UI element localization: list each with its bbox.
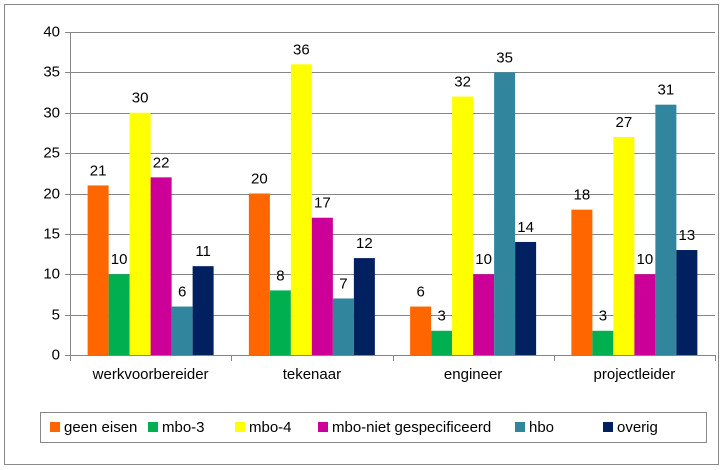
bar <box>87 185 109 355</box>
bar <box>676 250 698 355</box>
data-label: 6 <box>416 284 424 301</box>
x-tick-label: tekenaar <box>283 366 341 383</box>
bar <box>634 274 656 355</box>
data-label: 20 <box>251 170 268 187</box>
data-label: 18 <box>574 187 591 204</box>
bar <box>452 96 474 355</box>
data-label: 10 <box>111 251 128 268</box>
legend-swatch <box>50 422 60 432</box>
bar <box>269 290 291 355</box>
data-label: 17 <box>314 195 331 212</box>
data-label: 11 <box>195 243 211 260</box>
bar <box>150 177 172 355</box>
y-tick-label: 35 <box>43 63 60 80</box>
y-tick-label: 0 <box>52 346 60 363</box>
data-label: 31 <box>658 82 675 99</box>
y-tick-label: 10 <box>43 265 60 282</box>
data-label: 3 <box>437 308 445 325</box>
bar <box>332 298 354 355</box>
bar <box>290 64 312 356</box>
y-tick-label: 15 <box>43 225 60 242</box>
data-label: 12 <box>356 235 373 252</box>
legend-swatch <box>235 422 245 432</box>
data-label: 14 <box>517 219 534 236</box>
data-label: 8 <box>276 267 284 284</box>
data-label: 6 <box>178 284 186 301</box>
data-label: 27 <box>616 114 633 131</box>
data-label: 7 <box>339 275 347 292</box>
data-label: 22 <box>153 154 170 171</box>
data-label: 10 <box>637 251 654 268</box>
data-label: 36 <box>293 41 310 58</box>
y-tick-label: 20 <box>43 185 60 202</box>
y-tick-label: 25 <box>43 144 60 161</box>
bar <box>515 241 537 355</box>
bar <box>592 330 614 355</box>
legend-swatch <box>603 422 613 432</box>
legend-label: mbo-4 <box>249 419 292 436</box>
bar <box>613 136 635 355</box>
data-label: 32 <box>454 74 471 91</box>
x-tick-label: engineer <box>444 366 502 383</box>
x-tick-label: werkvoorbereider <box>92 366 209 383</box>
bar <box>410 306 432 355</box>
bar <box>494 72 516 355</box>
bar <box>655 104 677 355</box>
data-label: 3 <box>599 308 607 325</box>
data-label: 13 <box>679 227 696 244</box>
bar <box>192 266 214 355</box>
legend-swatch <box>318 422 328 432</box>
data-label: 21 <box>90 162 107 179</box>
y-tick-label: 40 <box>43 23 60 40</box>
legend-label: overig <box>617 419 658 436</box>
bar <box>353 258 375 355</box>
bar <box>108 274 130 355</box>
bar <box>431 330 453 355</box>
legend-swatch <box>515 422 525 432</box>
bar <box>171 306 193 355</box>
bar <box>311 217 333 355</box>
data-label: 10 <box>475 251 492 268</box>
legend-label: geen eisen <box>64 419 137 436</box>
data-label: 30 <box>132 90 149 107</box>
legend-swatch <box>148 422 158 432</box>
legend-label: mbo-3 <box>162 419 205 436</box>
bar <box>571 209 593 355</box>
legend-label: mbo-niet gespecificeerd <box>332 419 491 436</box>
bar <box>248 193 270 355</box>
y-tick-label: 5 <box>52 306 60 323</box>
bar <box>129 112 151 355</box>
y-tick-label: 30 <box>43 104 60 121</box>
data-label: 35 <box>496 49 513 66</box>
bar <box>473 274 495 355</box>
legend-label: hbo <box>529 419 554 436</box>
x-tick-label: projectleider <box>594 366 676 383</box>
